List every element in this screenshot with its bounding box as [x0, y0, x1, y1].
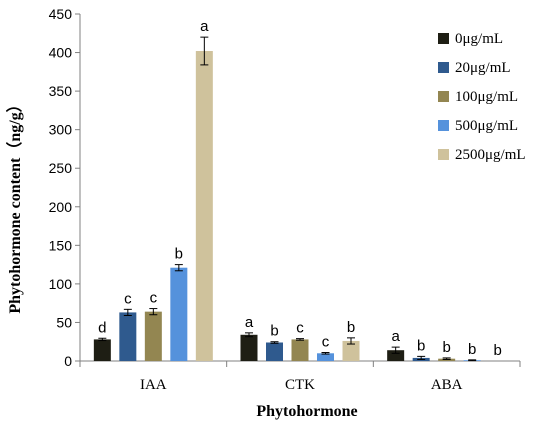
y-tick-label: 100 — [49, 276, 73, 292]
significance-label: b — [175, 246, 183, 263]
y-tick-label: 200 — [49, 199, 73, 215]
bar — [387, 350, 405, 361]
y-tick-label: 350 — [49, 83, 73, 99]
bar — [144, 311, 162, 361]
legend-swatch — [438, 91, 449, 102]
y-tick-label: 50 — [56, 314, 72, 330]
significance-label: a — [200, 18, 209, 35]
y-tick-label: 450 — [49, 6, 73, 22]
y-tick-label: 400 — [49, 45, 73, 61]
legend-label: 0μg/mL — [455, 31, 503, 47]
significance-label: a — [391, 328, 400, 345]
bar — [93, 339, 111, 361]
y-tick-label: 300 — [49, 122, 73, 138]
significance-label: b — [347, 319, 355, 336]
significance-label: b — [468, 341, 476, 358]
x-tick-label: IAA — [140, 377, 167, 393]
significance-label: a — [245, 314, 254, 331]
bar — [195, 51, 213, 361]
y-tick-label: 150 — [49, 237, 73, 253]
y-axis: 0 50 100 150 200 250 300 350 400 450 — [49, 6, 81, 369]
significance-label: d — [98, 319, 106, 336]
y-tick-label: 0 — [64, 353, 72, 369]
significance-label: b — [493, 342, 501, 359]
bar — [342, 340, 360, 361]
legend-swatch — [438, 62, 449, 73]
significance-label: c — [124, 290, 132, 307]
y-tick-label: 250 — [49, 160, 73, 176]
legend: 0μg/mL 20μg/mL 100μg/mL 500μg/mL 2500μg/mL — [438, 31, 526, 163]
legend-label: 20μg/mL — [455, 60, 511, 76]
bar — [240, 334, 258, 361]
legend-label: 2500μg/mL — [455, 147, 526, 163]
legend-label: 100μg/mL — [455, 89, 518, 105]
significance-label: b — [442, 339, 450, 356]
bar — [291, 339, 309, 361]
legend-swatch — [438, 120, 449, 131]
bar — [266, 342, 283, 361]
significance-label: c — [296, 320, 304, 337]
x-tick-label: ABA — [431, 377, 463, 393]
x-axis: IAA CTK ABA — [79, 360, 521, 393]
legend-swatch — [438, 33, 449, 44]
significance-label: c — [322, 334, 330, 351]
bar — [119, 312, 137, 361]
legend-label: 500μg/mL — [455, 118, 518, 134]
bar — [317, 353, 334, 361]
significance-label: b — [270, 323, 278, 340]
significance-label: c — [150, 290, 158, 307]
significance-label: b — [417, 337, 425, 354]
x-axis-title: Phytohormone — [256, 403, 357, 420]
legend-swatch — [438, 149, 449, 160]
bar — [170, 267, 188, 361]
y-axis-title: Phytohormone content（ng/g） — [6, 96, 24, 313]
x-tick-label: CTK — [285, 377, 315, 393]
